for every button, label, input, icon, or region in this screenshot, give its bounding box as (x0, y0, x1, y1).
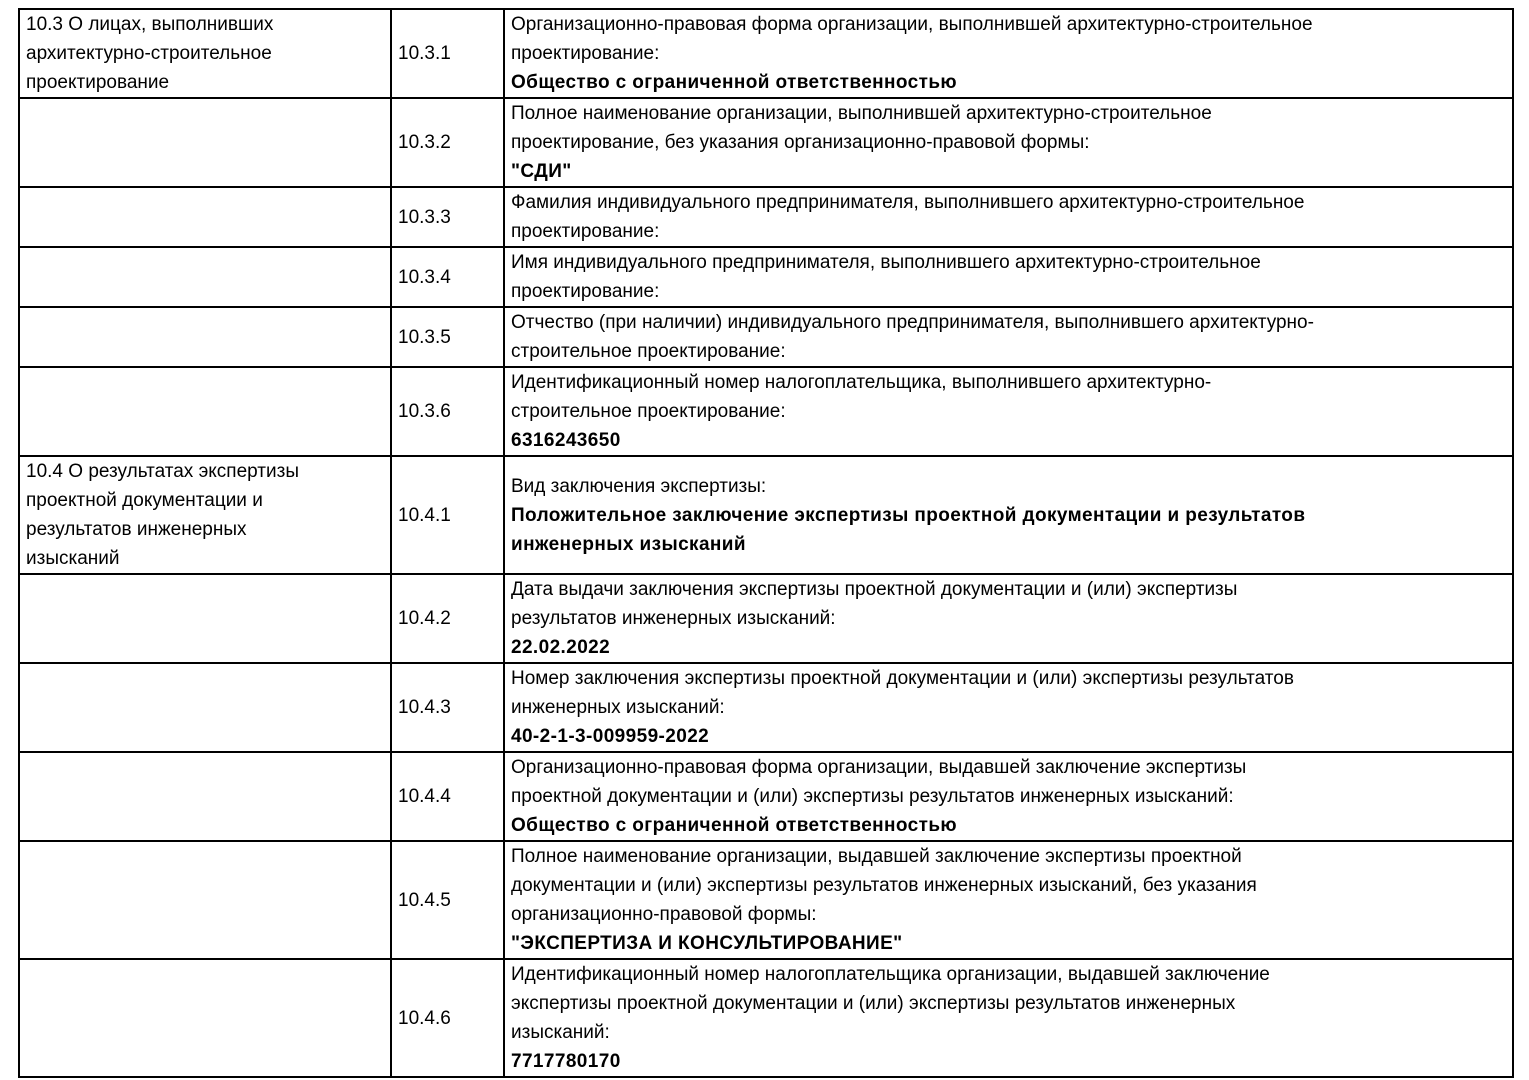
field-value: 22.02.2022 (511, 637, 611, 658)
section-title-cell-empty (18, 573, 392, 664)
field-label: Дата выдачи заключения экспертизы проект… (511, 579, 1238, 629)
field-cell: Фамилия индивидуального предпринимателя,… (503, 186, 1514, 248)
row-number: 10.3.4 (398, 266, 451, 288)
field-cell: Дата выдачи заключения экспертизы проект… (503, 573, 1514, 664)
field-label: Отчество (при наличии) индивидуального п… (511, 312, 1314, 362)
field-value: Положительное заключение экспертизы прое… (511, 504, 1306, 555)
section-title: 10.3 О лицах, выполнивших архитектурно-с… (26, 14, 274, 93)
field-label: Вид заключения экспертизы: (511, 475, 767, 497)
section-title: 10.4 О результатах экспертизы проектной … (26, 461, 299, 569)
table-row: 10.3.6 Идентификационный номер налогопла… (18, 366, 1514, 457)
row-number: 10.4.2 (398, 608, 451, 629)
declaration-table: 10.3 О лицах, выполнивших архитектурно-с… (18, 8, 1514, 1078)
table-row: 10.4.5 Полное наименование организации, … (18, 840, 1514, 960)
section-title-cell: 10.3 О лицах, выполнивших архитектурно-с… (18, 8, 392, 99)
row-number-cell: 10.4.3 (390, 662, 505, 753)
field-value: "ЭКСПЕРТИЗА И КОНСУЛЬТИРОВАНИЕ" (511, 933, 903, 954)
table-row: 10.4.6 Идентификационный номер налогопла… (18, 958, 1514, 1078)
section-title-cell-empty (18, 366, 392, 457)
table-row: 10.3 О лицах, выполнивших архитектурно-с… (18, 8, 1514, 99)
section-title-cell: 10.4 О результатах экспертизы проектной … (18, 455, 392, 575)
table-row: 10.4 О результатах экспертизы проектной … (18, 455, 1514, 575)
row-number-cell: 10.3.6 (390, 366, 505, 457)
row-number-cell: 10.3.2 (390, 97, 505, 188)
field-label: Номер заключения экспертизы проектной до… (511, 668, 1294, 718)
row-number-cell: 10.3.5 (390, 306, 505, 368)
field-label: Идентификационный номер налогоплательщик… (511, 372, 1212, 422)
section-title-cell-empty (18, 840, 392, 960)
field-label: Организационно-правовая форма организаци… (511, 757, 1247, 807)
field-cell: Идентификационный номер налогоплательщик… (503, 958, 1514, 1078)
section-title-cell-empty (18, 958, 392, 1078)
row-number-cell: 10.4.1 (390, 455, 505, 575)
section-title-cell-empty (18, 97, 392, 188)
field-cell: Полное наименование организации, выполни… (503, 97, 1514, 188)
row-number-cell: 10.4.2 (390, 573, 505, 664)
field-label: Полное наименование организации, выдавше… (511, 846, 1257, 925)
field-value: 7717780170 (511, 1051, 621, 1072)
field-value: "СДИ" (511, 161, 572, 182)
row-number: 10.3.3 (398, 206, 451, 228)
field-cell: Идентификационный номер налогоплательщик… (503, 366, 1514, 457)
field-label: Имя индивидуального предпринимателя, вып… (511, 252, 1261, 302)
row-number: 10.4.1 (398, 504, 451, 526)
row-number-cell: 10.3.1 (390, 8, 505, 99)
section-title-cell-empty (18, 306, 392, 368)
row-number-cell: 10.4.4 (390, 751, 505, 842)
table-row: 10.3.5 Отчество (при наличии) индивидуал… (18, 306, 1514, 368)
row-number-cell: 10.4.5 (390, 840, 505, 960)
field-value: Общество с ограниченной ответственностью (511, 815, 958, 836)
table-row: 10.4.2 Дата выдачи заключения экспертизы… (18, 573, 1514, 664)
field-value: Общество с ограниченной ответственностью (511, 72, 958, 93)
section-title-cell-empty (18, 751, 392, 842)
section-title-cell-empty (18, 662, 392, 753)
field-value: 6316243650 (511, 430, 621, 451)
field-cell: Номер заключения экспертизы проектной до… (503, 662, 1514, 753)
field-label: Фамилия индивидуального предпринимателя,… (511, 192, 1305, 242)
table-row: 10.4.4 Организационно-правовая форма орг… (18, 751, 1514, 842)
row-number: 10.3.1 (398, 43, 451, 64)
field-label: Организационно-правовая форма организаци… (511, 14, 1313, 64)
field-cell: Вид заключения экспертизы: Положительное… (503, 455, 1514, 575)
field-cell: Организационно-правовая форма организаци… (503, 751, 1514, 842)
section-title-cell-empty (18, 186, 392, 248)
row-number-cell: 10.3.3 (390, 186, 505, 248)
row-number: 10.3.6 (398, 401, 451, 422)
field-value: 40-2-1-3-009959-2022 (511, 726, 710, 747)
row-number-cell: 10.4.6 (390, 958, 505, 1078)
row-number: 10.4.5 (398, 889, 451, 911)
field-cell: Полное наименование организации, выдавше… (503, 840, 1514, 960)
table-row: 10.3.3 Фамилия индивидуального предприни… (18, 186, 1514, 248)
table-row: 10.3.4 Имя индивидуального предпринимате… (18, 246, 1514, 308)
field-cell: Отчество (при наличии) индивидуального п… (503, 306, 1514, 368)
row-number: 10.4.4 (398, 786, 451, 807)
row-number-cell: 10.3.4 (390, 246, 505, 308)
row-number: 10.4.6 (398, 1007, 451, 1029)
table-row: 10.3.2 Полное наименование организации, … (18, 97, 1514, 188)
section-title-cell-empty (18, 246, 392, 308)
row-number: 10.4.3 (398, 697, 451, 718)
field-cell: Организационно-правовая форма организаци… (503, 8, 1514, 99)
table-row: 10.4.3 Номер заключения экспертизы проек… (18, 662, 1514, 753)
field-label: Полное наименование организации, выполни… (511, 103, 1212, 153)
field-cell: Имя индивидуального предпринимателя, вып… (503, 246, 1514, 308)
field-label: Идентификационный номер налогоплательщик… (511, 964, 1270, 1043)
row-number: 10.3.5 (398, 326, 451, 348)
row-number: 10.3.2 (398, 132, 451, 153)
